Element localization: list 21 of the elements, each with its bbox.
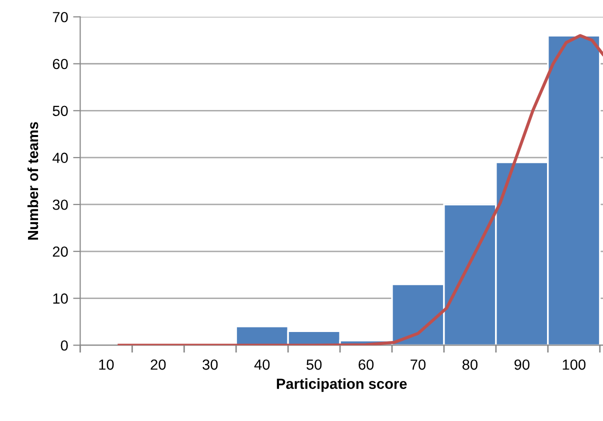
y-tick-label: 40 xyxy=(52,152,68,163)
x-tick-label: 30 xyxy=(202,359,218,370)
y-tick-label: 0 xyxy=(60,340,68,351)
y-tick-label: 70 xyxy=(52,12,68,22)
x-tick-label: 60 xyxy=(358,359,374,370)
y-tick-label: 30 xyxy=(52,200,68,210)
line-series xyxy=(118,34,603,346)
x-tick-label: 90 xyxy=(514,359,530,370)
x-tick-label: 40 xyxy=(254,359,270,370)
y-tick-label: 60 xyxy=(52,58,68,70)
x-tick-label: 50 xyxy=(306,359,322,370)
y-tick-label: 50 xyxy=(52,106,68,116)
x-tick-label: 20 xyxy=(150,359,166,370)
x-tick-label: 70 xyxy=(410,359,426,370)
y-tick-label: 20 xyxy=(52,246,68,257)
y-axis-title: Number of teams xyxy=(27,122,38,240)
y-tick-label: 10 xyxy=(53,293,68,304)
x-tick-label: 80 xyxy=(462,359,478,370)
x-tick-label: 10 xyxy=(99,359,114,370)
x-axis-title: Participation score xyxy=(276,378,407,392)
x-tick-label: 100 xyxy=(562,359,586,370)
